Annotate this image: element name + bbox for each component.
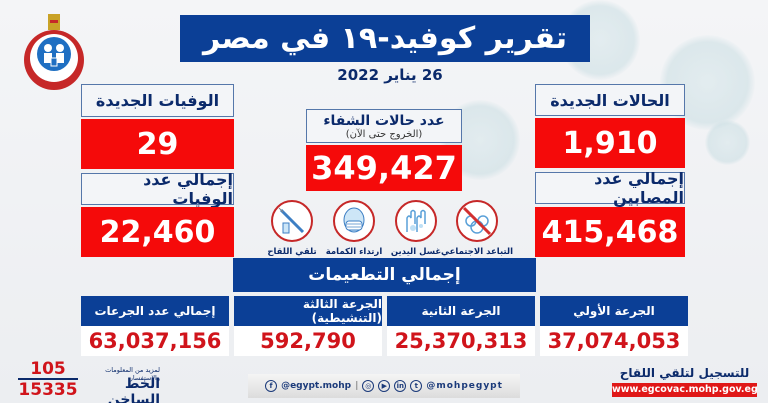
total-cases-label-text: إجمالي عدد المصابين	[594, 169, 684, 207]
hand-washing-label: غسل اليدين	[390, 247, 442, 257]
dose-2-label: الجرعة الثانية	[387, 296, 535, 326]
linkedin-icon[interactable]: in	[394, 380, 407, 392]
hand-washing-icon	[395, 200, 437, 242]
divider: |	[355, 381, 359, 391]
recovered-label-text: عدد حالات الشفاء	[323, 112, 445, 129]
new-cases-label-text: الحالات الجديدة	[550, 90, 670, 110]
hotline-number-long: 15335	[18, 380, 78, 400]
hotline-caption: لمزيد من المعلومات والاستفسار	[105, 366, 160, 382]
recovered-value: 349,427	[306, 145, 462, 191]
ministry-logo	[18, 12, 90, 90]
new-deaths-label: الوفيات الجديدة	[81, 84, 234, 117]
vaccinations-title: إجمالي التطعيمات	[233, 258, 536, 292]
dose-3-booster-label: الجرعة الثالثة (التنشيطية)	[234, 296, 382, 326]
facebook-icon[interactable]: f	[265, 380, 278, 392]
new-deaths-value: 29	[81, 119, 234, 169]
social-media-bar: f @egypt.mohp | ◎ ▶ in t @mohpegypt	[248, 374, 520, 398]
facebook-handle[interactable]: @egypt.mohp	[281, 381, 352, 391]
recovered-label: عدد حالات الشفاء (الخروج حتى الآن)	[306, 109, 462, 143]
youtube-icon[interactable]: ▶	[378, 380, 391, 392]
register-label: للتسجيل لتلقي اللقاح	[619, 366, 750, 380]
total-cases-value: 415,468	[535, 207, 685, 257]
social-distancing-label: التباعد الاجتماعي	[440, 247, 514, 257]
total-cases-label: إجمالي عدد المصابين	[535, 169, 685, 207]
total-deaths-label-text: إجمالي عدد الوفيات	[143, 170, 233, 208]
vaccine-icon	[271, 200, 313, 242]
virus-decoration	[705, 120, 750, 165]
face-mask-icon	[333, 200, 375, 242]
hotline-number-short: 105	[18, 360, 78, 380]
total-doses-value: 63,037,156	[81, 326, 229, 356]
total-doses-label: إجمالي عدد الجرعات	[81, 296, 229, 326]
dose-1-value: 37,074,053	[540, 326, 688, 356]
new-cases-label: الحالات الجديدة	[535, 84, 685, 116]
social-distancing-icon	[456, 200, 498, 242]
dose-2-value: 25,370,313	[387, 326, 535, 356]
report-date: 26 يناير 2022	[337, 66, 443, 84]
twitter-icon[interactable]: t	[410, 380, 423, 392]
recovered-sublabel: (الخروج حتى الآن)	[345, 128, 423, 140]
total-deaths-value: 22,460	[81, 207, 234, 257]
face-mask-label: ارتداء الكمامة	[325, 247, 383, 257]
register-url[interactable]: www.egcovac.mohp.gov.eg	[612, 383, 758, 397]
ministry-emblem-icon	[24, 14, 84, 90]
total-deaths-label: إجمالي عدد الوفيات	[81, 170, 234, 208]
new-deaths-label-text: الوفيات الجديدة	[95, 91, 220, 110]
vaccine-label: تلقي اللقاح	[267, 247, 317, 257]
hotline-block: 105 15335	[18, 360, 78, 400]
hotline-label: الخط الساخن	[107, 376, 160, 403]
instagram-icon[interactable]: ◎	[362, 380, 375, 392]
dose-3-booster-value: 592,790	[234, 326, 382, 356]
new-cases-value: 1,910	[535, 118, 685, 168]
report-title: تقرير كوفيد-١٩ في مصر	[180, 15, 590, 62]
social-handle[interactable]: @mohpegypt	[426, 381, 503, 391]
dose-1-label: الجرعة الأولي	[540, 296, 688, 326]
